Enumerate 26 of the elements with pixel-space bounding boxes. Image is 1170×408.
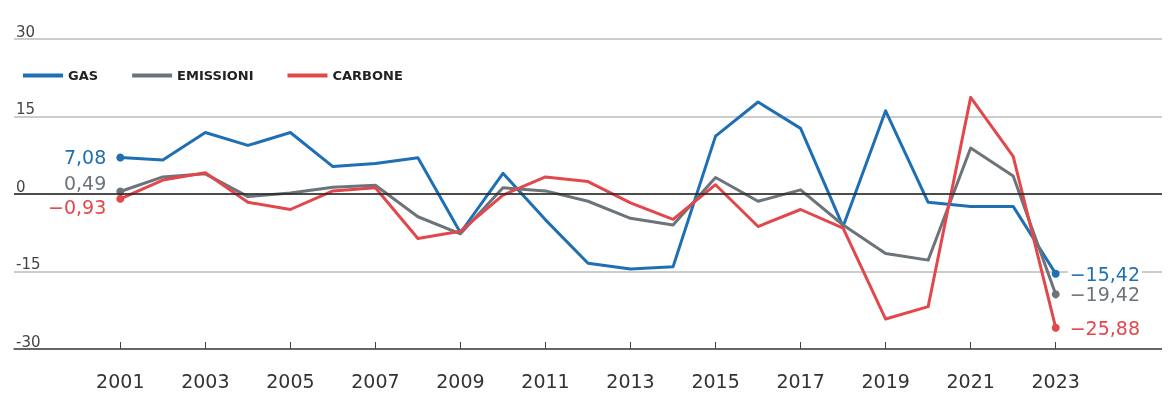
x-tick-label: 2017 bbox=[776, 369, 825, 392]
y-tick-label: 0 bbox=[16, 177, 26, 196]
data-label: 7,08 bbox=[63, 146, 107, 169]
x-tick-label: 2003 bbox=[181, 369, 230, 392]
y-tick-label: 30 bbox=[16, 22, 36, 41]
x-tick-label: 2023 bbox=[1031, 369, 1080, 392]
y-tick-label: -30 bbox=[16, 332, 41, 351]
x-tick-label: 2005 bbox=[266, 369, 315, 392]
legend-label: CARBONE bbox=[332, 68, 403, 83]
x-tick-label: 2001 bbox=[96, 369, 145, 392]
x-tick-label: 2019 bbox=[861, 369, 910, 392]
y-tick-label: 15 bbox=[16, 100, 36, 118]
x-tick-label: 2007 bbox=[351, 369, 400, 392]
x-tick-label: 2015 bbox=[691, 369, 740, 392]
x-tick-label: 2021 bbox=[946, 369, 995, 392]
x-tick-label: 2013 bbox=[606, 369, 655, 392]
data-label: −15,42 bbox=[1069, 262, 1141, 285]
data-label: 0,49 bbox=[63, 172, 107, 195]
legend-label: EMISSIONI bbox=[177, 68, 254, 83]
x-tick-label: 2011 bbox=[521, 369, 570, 392]
data-label: −25,88 bbox=[1069, 316, 1141, 339]
data-label: −19,42 bbox=[1069, 283, 1141, 306]
legend-label: GAS bbox=[68, 68, 99, 83]
y-tick-label: -15 bbox=[16, 255, 41, 273]
x-tick-label: 2009 bbox=[436, 369, 485, 392]
data-label: −0,93 bbox=[48, 195, 107, 218]
